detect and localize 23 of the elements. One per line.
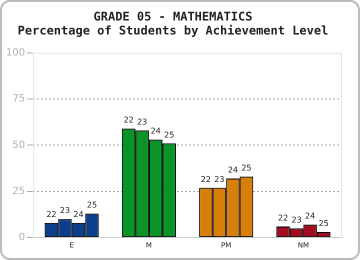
y-tick-label: 50 [12,140,26,151]
y-tick-label: 25 [12,186,26,197]
text: 22 [124,116,134,125]
chart-title: GRADE 05 - MATHEMATICS [94,9,252,24]
text: 23 [214,174,224,184]
text: 22 [200,174,211,184]
y-tick-label: 75 [12,94,26,105]
series-label: 25 [86,200,98,210]
text: 23 [60,206,70,216]
text: 24 [305,212,316,221]
chart-subtitle: Percentage of Students by Achievement Level [18,24,328,38]
text: 24 [150,126,161,136]
text: 25 [241,164,252,173]
y-tick-label: 100 [6,47,26,58]
series-label: 22 [46,210,57,219]
text: 22 [278,214,288,223]
series-label: 24 [73,210,84,219]
text: 25 [164,130,174,140]
text: 25 [318,219,329,228]
text: 24 [228,166,238,175]
series-label: 23 [137,117,148,126]
y-tick-label: 0 [18,232,26,244]
text: 23 [292,215,302,224]
